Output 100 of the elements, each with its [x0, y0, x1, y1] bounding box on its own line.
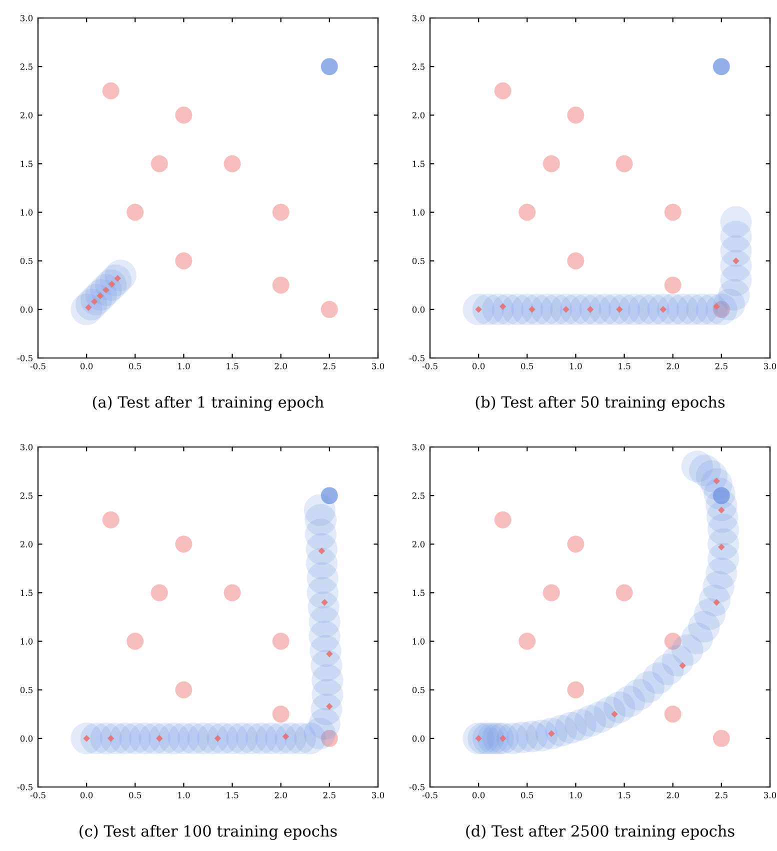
x-tick-label: -0.5	[422, 792, 438, 798]
point	[272, 632, 290, 650]
y-tick-label: 2.5	[412, 492, 424, 499]
text: (d) Test after 2500 training epochs	[466, 824, 734, 840]
x-tick-label: 2.0	[666, 792, 679, 798]
point	[494, 511, 512, 528]
x-tick-label: 2.5	[323, 792, 336, 798]
point	[326, 702, 333, 710]
x-tick-label: 0.0	[80, 363, 93, 370]
y-tick-label: -0.5	[17, 784, 32, 790]
point	[96, 292, 104, 300]
y-tick-label: 2.0	[20, 112, 33, 118]
point	[518, 632, 536, 650]
y-tick-label: 0.5	[412, 686, 424, 694]
point	[567, 252, 584, 270]
point	[320, 487, 338, 504]
point	[320, 730, 338, 747]
point	[224, 155, 241, 172]
y-tick-label: 1.5	[20, 590, 32, 596]
point	[562, 306, 570, 313]
point	[126, 204, 144, 221]
point	[518, 204, 536, 221]
point	[499, 303, 506, 310]
point	[318, 548, 326, 554]
point	[548, 730, 555, 737]
point	[713, 303, 720, 310]
point	[542, 584, 560, 602]
y-tick-label: 2.5	[20, 492, 32, 499]
y-tick-label: 3.0	[20, 14, 33, 22]
point	[616, 584, 633, 602]
y-tick-label: 1.0	[412, 209, 425, 216]
x-tick-label: 0.0	[472, 363, 485, 370]
point	[660, 306, 667, 313]
x-tick-label: 3.0	[764, 363, 776, 370]
y-tick-label: 2.0	[412, 541, 425, 548]
x-tick-label: 2.5	[715, 792, 728, 798]
x-tick-label: -0.5	[30, 792, 46, 798]
point	[175, 252, 192, 270]
point	[150, 155, 168, 172]
point	[664, 276, 682, 294]
x-tick-label: 1.5	[226, 363, 238, 370]
point	[90, 298, 98, 306]
x-tick-label: 2.0	[274, 792, 287, 798]
x-tick-label: 2.5	[715, 363, 728, 370]
x-tick-label: 0.5	[521, 363, 534, 370]
x-tick-label: 1.5	[226, 792, 238, 798]
point	[611, 710, 618, 718]
point	[664, 706, 682, 723]
x-tick-label: 3.0	[372, 792, 384, 798]
point	[475, 735, 482, 742]
point	[175, 536, 192, 553]
y-tick-label: -0.5	[17, 354, 32, 362]
x-tick-label: 1.5	[618, 363, 630, 370]
point	[542, 155, 560, 172]
y-tick-label: 0.5	[20, 686, 32, 694]
point	[616, 306, 623, 313]
y-tick-label: 0.0	[20, 735, 33, 742]
point	[320, 300, 338, 318]
point	[718, 506, 725, 514]
point	[102, 511, 120, 528]
point	[712, 730, 730, 747]
x-tick-label: -0.5	[422, 363, 438, 370]
y-tick-label: 1.0	[20, 638, 33, 645]
x-tick-label: 3.0	[372, 363, 384, 370]
point	[85, 304, 92, 311]
y-tick-label: -0.5	[409, 784, 424, 790]
y-tick-label: 3.0	[412, 444, 425, 450]
point	[224, 584, 241, 602]
x-tick-label: 0.5	[521, 792, 534, 798]
x-tick-label: -0.5	[30, 363, 46, 370]
point	[156, 735, 163, 742]
point	[475, 306, 482, 313]
x-tick-label: 0.0	[80, 792, 93, 798]
point	[713, 478, 720, 484]
point	[567, 681, 584, 698]
y-tick-label: -0.5	[409, 354, 424, 362]
point	[114, 274, 122, 282]
text: (c) Test after 100 training epochs	[80, 824, 337, 840]
point	[272, 204, 290, 221]
point	[175, 681, 192, 698]
point	[102, 286, 110, 294]
point	[718, 544, 725, 550]
x-tick-label: 0.5	[129, 363, 142, 370]
point	[679, 662, 686, 669]
point	[108, 280, 116, 288]
point	[664, 204, 682, 221]
point	[712, 58, 730, 76]
point	[586, 306, 594, 313]
y-tick-label: 0.0	[20, 306, 33, 313]
x-tick-label: 1.0	[570, 363, 582, 370]
point	[126, 632, 144, 650]
y-tick-label: 2.0	[412, 112, 425, 118]
point	[713, 599, 720, 606]
point	[102, 82, 120, 100]
y-tick-label: 0.0	[412, 735, 425, 742]
x-tick-label: 0.0	[472, 792, 485, 798]
y-tick-label: 1.5	[412, 590, 424, 596]
point	[272, 276, 290, 294]
text: (b) Test after 50 training epochs	[476, 396, 725, 411]
y-tick-label: 0.5	[412, 258, 424, 264]
